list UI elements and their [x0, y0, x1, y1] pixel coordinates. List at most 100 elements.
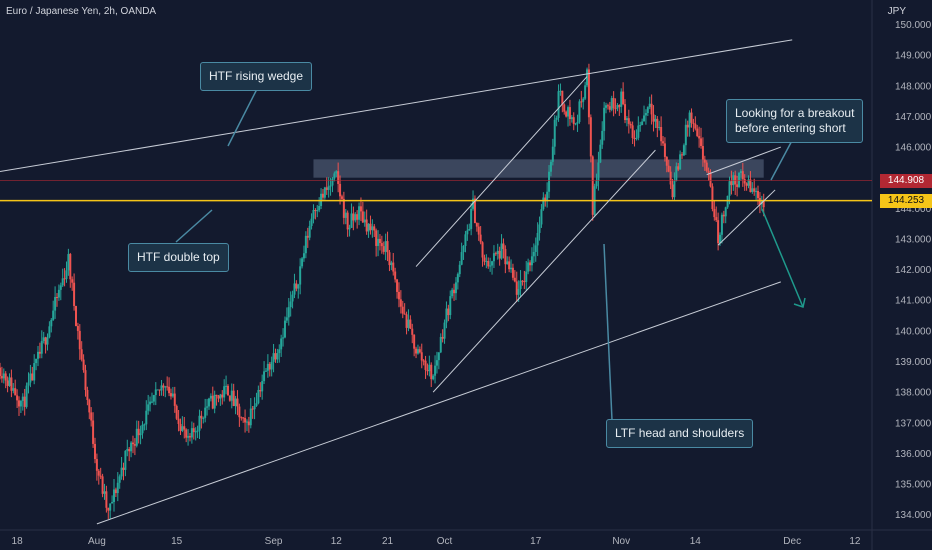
candle-body [574, 123, 577, 125]
candle-body [162, 385, 165, 388]
callout-rising-wedge[interactable]: HTF rising wedge [200, 62, 313, 91]
y-tick-label: 150.000 [895, 20, 932, 31]
candle-body [103, 491, 106, 494]
candle-body [289, 301, 292, 308]
candle-body [344, 212, 347, 218]
candle-body [667, 165, 670, 172]
candle-body [36, 351, 39, 359]
candle-body [741, 171, 744, 180]
candle-body [171, 393, 174, 397]
callout-head-and-shoulders[interactable]: LTF head and shoulders [606, 419, 754, 448]
y-tick-label: 137.000 [895, 418, 932, 429]
candle-body [536, 232, 539, 246]
candle-body [688, 112, 691, 128]
candle-body [226, 385, 229, 396]
candle-body [232, 390, 235, 406]
candle-body [31, 373, 34, 381]
candle-body [724, 207, 727, 217]
candle-body [105, 491, 108, 508]
candle-body [225, 385, 228, 387]
candle-body [50, 319, 53, 327]
candle-body [107, 507, 110, 511]
y-tick-label: 146.000 [895, 143, 932, 154]
candle-body [553, 119, 556, 147]
candle-body [207, 398, 210, 407]
y-tick-label: 140.000 [895, 326, 932, 337]
candle-body [114, 489, 117, 494]
candle-body [445, 308, 448, 323]
candle-body [92, 420, 95, 444]
candle-body [506, 261, 509, 265]
candle-body [736, 184, 739, 187]
candle-body [639, 125, 642, 127]
candle-body [190, 428, 193, 438]
candle-body [424, 360, 427, 370]
candle-body [340, 196, 343, 199]
candle-body [204, 407, 207, 418]
candle-body [527, 262, 530, 272]
candle-body [578, 101, 581, 122]
candle-body [470, 208, 473, 229]
candle-body [228, 395, 231, 401]
projection-arrow-head [793, 297, 806, 308]
candle-body [38, 351, 41, 354]
candle-body [154, 389, 157, 396]
candle-body [278, 349, 281, 354]
candle-body [658, 127, 661, 129]
candle-body [409, 319, 412, 329]
candle-body [388, 252, 391, 266]
candle-body [238, 406, 241, 418]
candle-body [95, 459, 98, 471]
candle-body [601, 130, 604, 145]
x-tick-label: Dec [783, 536, 801, 547]
candle-body [268, 363, 271, 370]
candle-body [339, 183, 342, 197]
candle-body [350, 213, 353, 228]
candle-body [173, 393, 176, 406]
candle-body [502, 243, 505, 250]
candle-body [494, 253, 497, 255]
candle-body [185, 429, 188, 438]
candle-body [139, 433, 142, 436]
candle-body [327, 186, 330, 190]
candle-body [397, 291, 400, 300]
callout-double-top[interactable]: HTF double top [128, 243, 229, 272]
candle-body [166, 386, 169, 388]
candle-body [122, 467, 125, 470]
candle-body [437, 352, 440, 361]
y-tick-label: 136.000 [895, 449, 932, 460]
candle-body [618, 104, 621, 107]
candle-body [209, 395, 212, 399]
candle-body [0, 367, 1, 377]
x-tick-label: 18 [12, 536, 24, 547]
candle-body [69, 254, 72, 280]
candle-body [665, 156, 668, 166]
candle-body [150, 401, 153, 403]
horizontal-line-price-tag: 144.253 [880, 193, 932, 208]
candle-body [135, 428, 138, 446]
candle-body [498, 250, 501, 259]
candle-body [597, 162, 600, 181]
candle-body [648, 103, 651, 108]
candle-body [306, 235, 309, 238]
candle-body [747, 179, 750, 186]
y-tick-label: 142.000 [895, 265, 932, 276]
candle-body [426, 369, 429, 372]
candle-body [513, 277, 516, 282]
candle-body [684, 124, 687, 146]
candle-body [86, 389, 89, 400]
candle-body [274, 353, 277, 360]
candle-body [519, 280, 522, 290]
candle-body [755, 191, 758, 193]
candle-body [673, 180, 676, 198]
y-tick-label: 141.000 [895, 296, 932, 307]
symbol-label[interactable]: Euro / Japanese Yen, 2h, OANDA [6, 6, 157, 17]
candle-body [333, 173, 336, 179]
candle-body [479, 234, 482, 243]
callout-breakout[interactable]: Looking for a breakout before entering s… [726, 99, 864, 143]
candle-body [0, 376, 3, 379]
candle-body [196, 430, 199, 432]
candle-body [59, 285, 62, 290]
